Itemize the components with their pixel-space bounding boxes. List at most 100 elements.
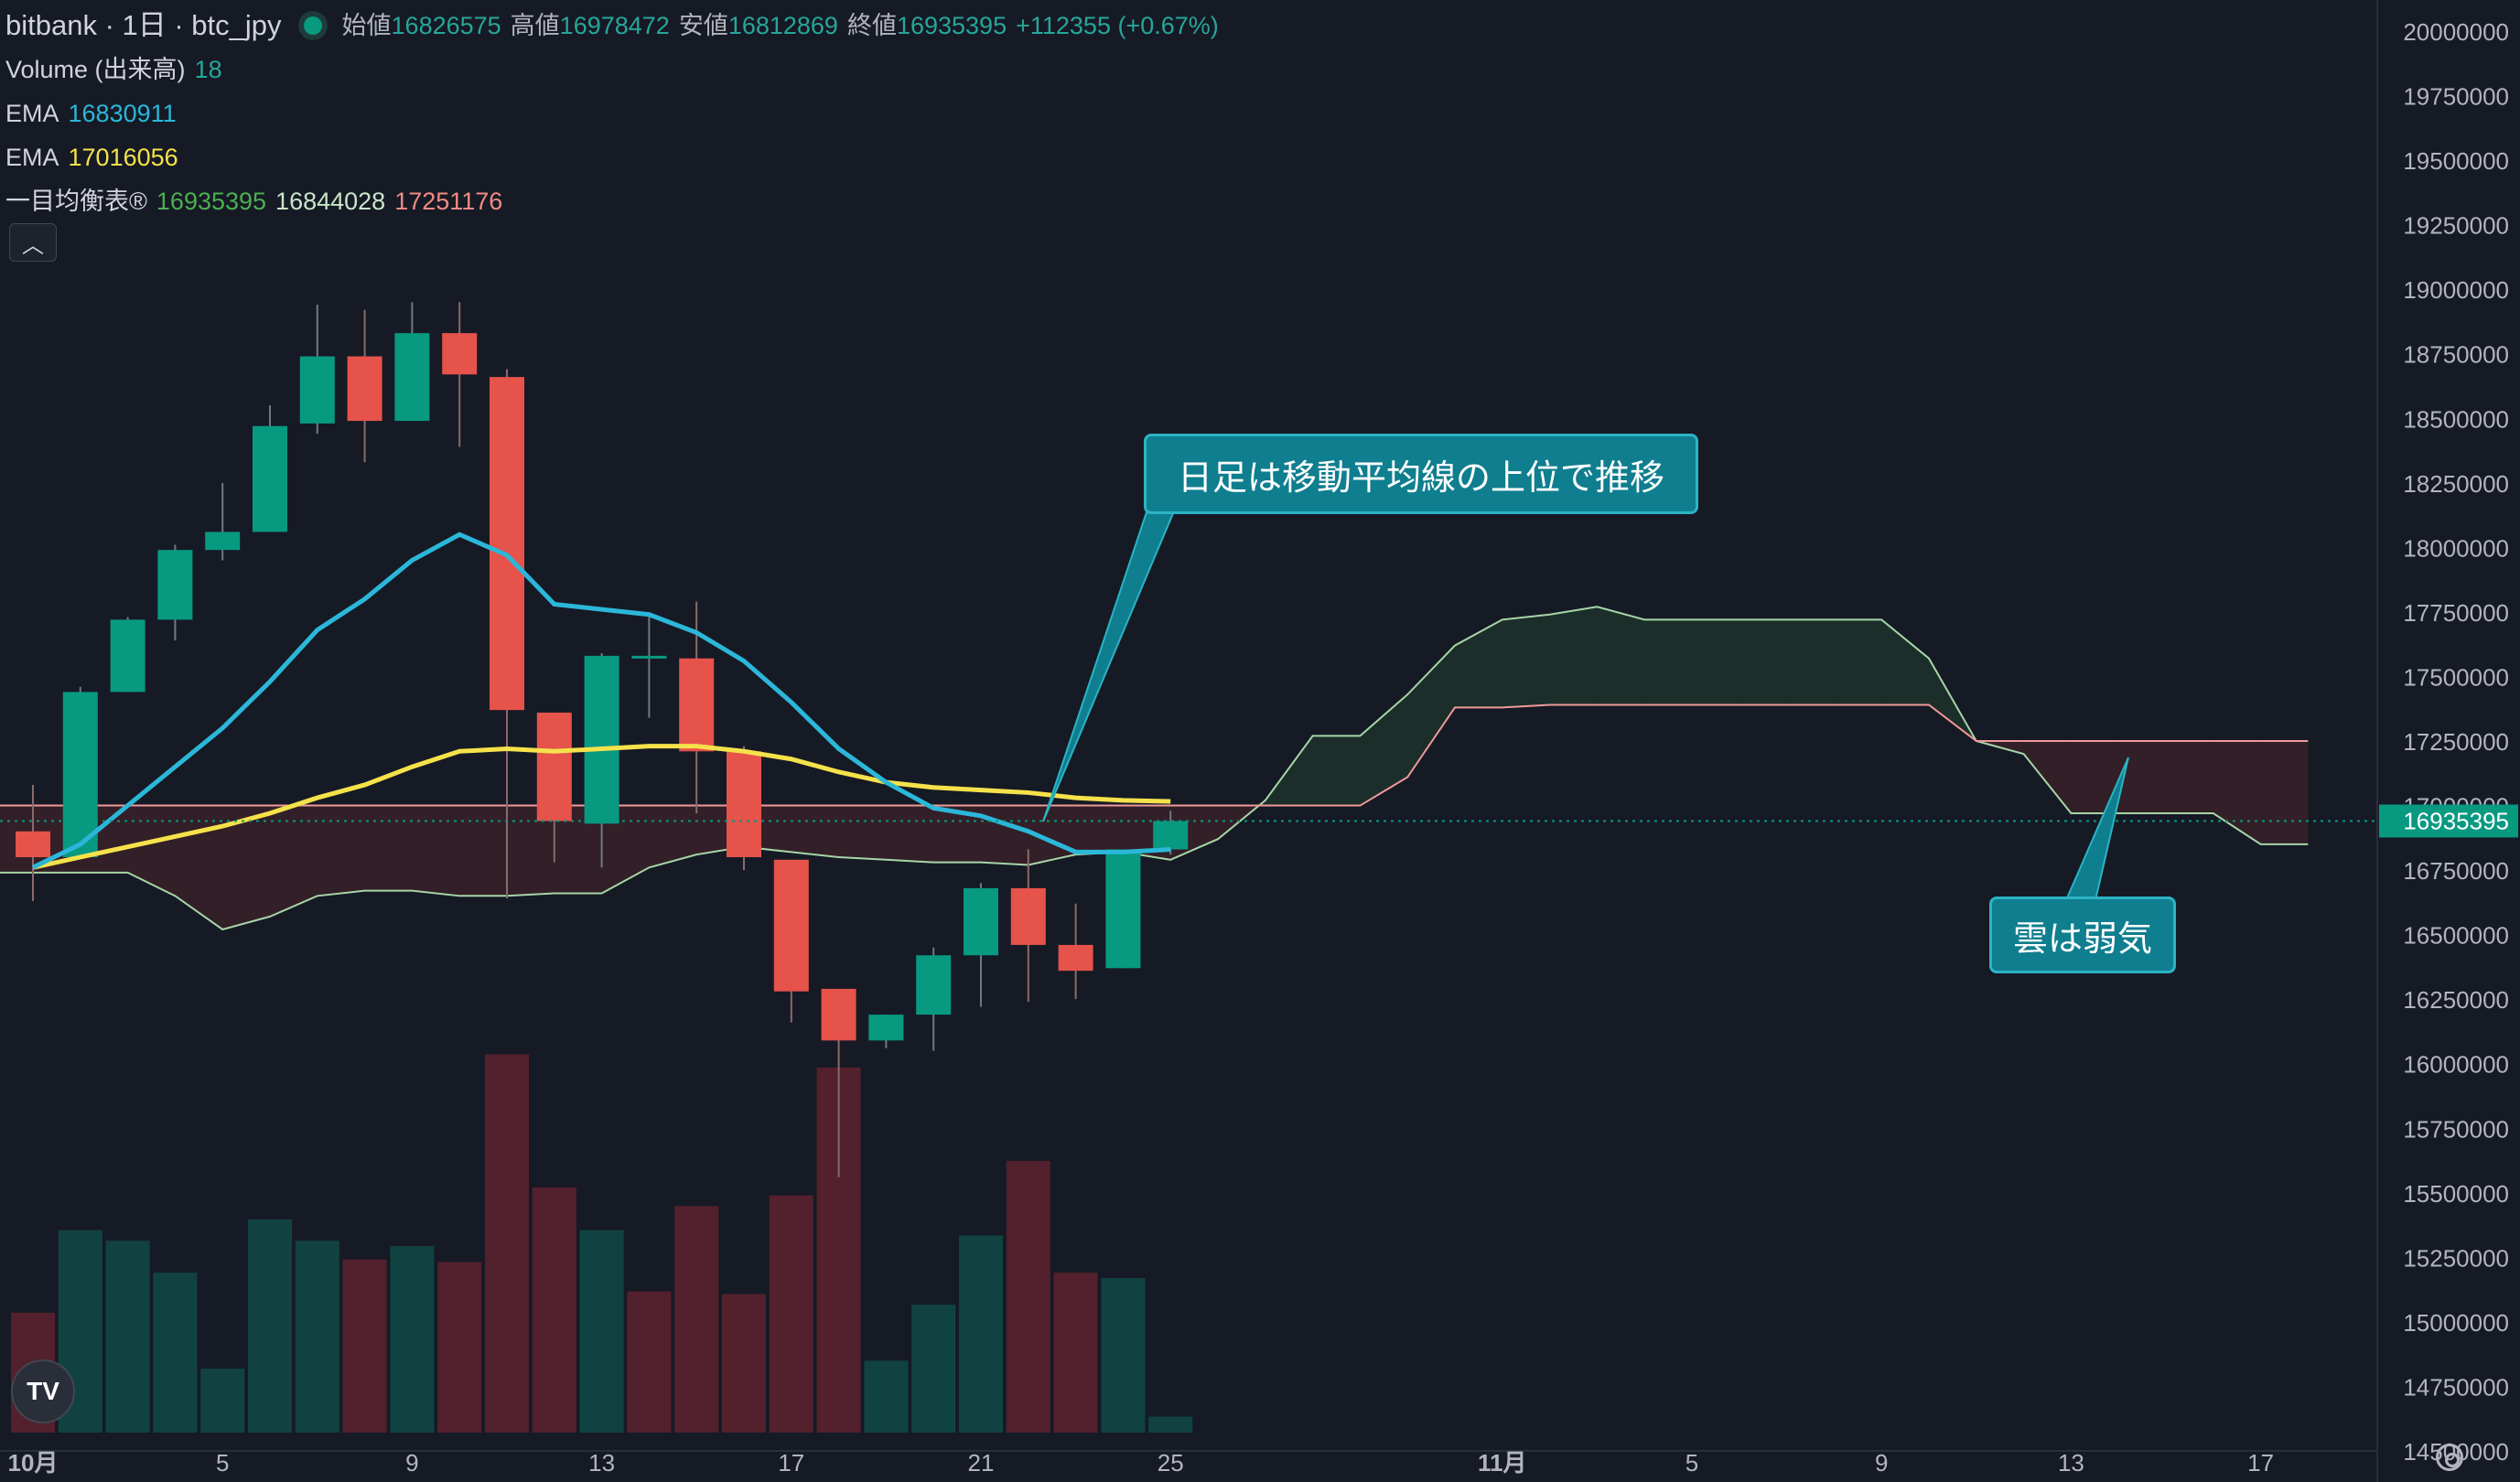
time-axis[interactable]: 10月 5 9 13 17 21 25 11月 5 9 13 17 — [8, 1449, 2275, 1477]
candle-body — [1058, 944, 1093, 972]
ichimoku-value-1: 16935395 — [156, 188, 267, 215]
cloud-segment — [1739, 619, 1787, 705]
price-tick-label: 17250000 — [2403, 728, 2509, 756]
ema-slow-legend[interactable]: EMA 17016056 — [5, 135, 1219, 179]
ichimoku-value-3: 17251176 — [394, 188, 503, 215]
cloud-segment — [2023, 741, 2072, 814]
cloud-segment — [1644, 619, 1692, 705]
candle-body — [62, 692, 98, 857]
cloud-segment — [317, 805, 365, 897]
time-tick-label: 25 — [1158, 1449, 1184, 1477]
volume-bar — [579, 1230, 624, 1433]
price-tick-label: 17500000 — [2403, 663, 2509, 691]
chevron-up-icon: ︿ — [22, 232, 44, 258]
volume-bar — [722, 1294, 766, 1433]
volume-bar — [627, 1291, 672, 1433]
price-tick-label: 16250000 — [2403, 986, 2509, 1014]
time-tick-label: 9 — [405, 1449, 418, 1477]
candle-body — [205, 532, 241, 551]
callout-cloud[interactable]: 雲は弱気 — [1989, 897, 2176, 973]
cloud-segment — [507, 805, 555, 897]
ichimoku-legend[interactable]: 一目均衡表® 16935395 16844028 17251176 — [5, 179, 1219, 223]
candle-body — [727, 751, 761, 857]
time-tick-label: 17 — [2247, 1449, 2274, 1477]
current-price-tag: 16935395 — [2403, 807, 2509, 834]
symbol-title[interactable]: bitbank · 1日 · btc_jpy — [5, 9, 282, 41]
time-tick-label: 11月 — [1478, 1449, 1527, 1477]
candle-body — [253, 425, 287, 532]
settings-gear-icon[interactable] — [2436, 1444, 2463, 1471]
candle-body — [1153, 821, 1189, 850]
volume-bar — [1006, 1160, 1050, 1433]
ema-fast-legend[interactable]: EMA 16830911 — [5, 91, 1219, 135]
cloud-segment — [2213, 741, 2261, 844]
high-label: 高値 — [510, 12, 560, 39]
candlesticks — [16, 302, 1189, 1177]
ichimoku-value-2: 16844028 — [275, 188, 386, 215]
candle-body — [394, 333, 430, 422]
volume-bar — [959, 1235, 1003, 1433]
cloud-segment — [1407, 645, 1455, 778]
volume-bar — [769, 1195, 813, 1433]
cloud-segment — [222, 805, 270, 929]
ichimoku-cloud — [0, 606, 2309, 931]
volume-bar — [437, 1262, 482, 1433]
volume-legend[interactable]: Volume (出来高) 18 — [5, 48, 1219, 91]
candle-body — [442, 333, 478, 375]
cloud-segment — [175, 805, 223, 929]
chart-legend: bitbank · 1日 · btc_jpy 始値 16826575 高値 1697… — [5, 4, 1219, 223]
time-tick-label: 13 — [2058, 1449, 2084, 1477]
cloud-segment — [364, 805, 413, 891]
candle-body — [110, 619, 145, 693]
price-axis-bg — [2377, 0, 2520, 1482]
cloud-segment — [459, 805, 507, 897]
ema-slow-value: 17016056 — [68, 144, 178, 171]
price-tick-label: 18000000 — [2403, 534, 2509, 562]
candle-body — [679, 658, 715, 752]
time-tick-label: 21 — [968, 1449, 995, 1477]
cloud-segment — [1549, 607, 1598, 705]
candle-body — [773, 859, 809, 992]
cloud-segment — [1597, 607, 1645, 705]
cloud-segment — [1834, 619, 1882, 705]
cloud-segment — [933, 805, 981, 863]
ema-slow-label: EMA — [5, 144, 59, 171]
cloud-segment — [2260, 741, 2309, 844]
cloud-segment — [886, 805, 934, 863]
ema-fast-value: 16830911 — [68, 100, 177, 127]
open-label: 始値 — [341, 12, 392, 39]
cloud-segment — [1786, 619, 1835, 705]
time-tick-label: 10月 — [8, 1449, 59, 1477]
price-tick-label: 15500000 — [2403, 1180, 2509, 1208]
ema-fast-label: EMA — [5, 100, 59, 127]
price-tick-label: 19000000 — [2403, 276, 2509, 304]
current-price-tag-bg — [2379, 804, 2518, 838]
volume-bar — [864, 1360, 909, 1433]
collapse-legend-button[interactable]: ︿ — [9, 223, 57, 262]
ema-slow-line — [32, 744, 1171, 870]
volume-bar — [674, 1206, 719, 1433]
candle-body — [584, 655, 619, 824]
volume-bar — [390, 1246, 435, 1433]
candle-body — [536, 712, 572, 822]
price-tick-label: 20000000 — [2403, 18, 2509, 46]
senkou-span-b-line — [0, 703, 2309, 807]
high-value: 16978472 — [559, 12, 670, 39]
market-status-icon — [303, 16, 322, 35]
close-value: 16935395 — [896, 12, 1007, 39]
time-tick-label: 5 — [1685, 1449, 1698, 1477]
price-tick-label: 15250000 — [2403, 1244, 2509, 1272]
change-value: +112355 (+0.67%) — [1016, 12, 1219, 39]
close-label: 終値 — [846, 12, 897, 39]
callout-moving-average[interactable]: 日足は移動平均線の上位で推移 — [1144, 434, 1698, 514]
cloud-segment — [601, 805, 650, 894]
volume-bar — [1101, 1278, 1146, 1433]
candle-body — [821, 988, 856, 1041]
cloud-segment — [554, 805, 602, 894]
cloud-segment — [1312, 736, 1361, 806]
volume-bar — [105, 1240, 150, 1433]
tradingview-logo-icon[interactable]: TV — [11, 1359, 75, 1423]
candle-body — [347, 356, 382, 422]
